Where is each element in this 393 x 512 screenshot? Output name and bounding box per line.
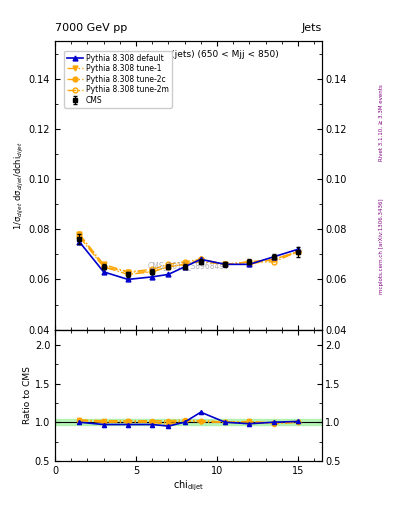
- Pythia 8.308 tune-2c: [166, 264, 171, 270]
- Pythia 8.308 tune-2m: [198, 256, 203, 262]
- Line: Pythia 8.308 tune-2c: Pythia 8.308 tune-2c: [77, 232, 300, 277]
- Pythia 8.308 tune-1: [150, 269, 154, 275]
- Pythia 8.308 default: [296, 246, 300, 252]
- Pythia 8.308 default: [101, 269, 106, 275]
- Pythia 8.308 tune-2c: [296, 249, 300, 255]
- Pythia 8.308 tune-1: [247, 259, 252, 265]
- Line: Pythia 8.308 default: Pythia 8.308 default: [77, 239, 300, 282]
- Pythia 8.308 tune-2c: [77, 231, 82, 237]
- Legend: Pythia 8.308 default, Pythia 8.308 tune-1, Pythia 8.308 tune-2c, Pythia 8.308 tu: Pythia 8.308 default, Pythia 8.308 tune-…: [64, 51, 171, 108]
- Text: Rivet 3.1.10, ≥ 3.3M events: Rivet 3.1.10, ≥ 3.3M events: [379, 84, 384, 161]
- Pythia 8.308 tune-1: [182, 261, 187, 267]
- Pythia 8.308 default: [77, 239, 82, 245]
- Pythia 8.308 tune-1: [125, 269, 130, 275]
- Pythia 8.308 default: [198, 256, 203, 262]
- Text: χ (jets) (650 < Mjj < 850): χ (jets) (650 < Mjj < 850): [163, 50, 279, 58]
- Pythia 8.308 tune-1: [198, 259, 203, 265]
- Pythia 8.308 tune-2m: [150, 266, 154, 272]
- Text: mcplots.cern.ch [arXiv:1306.3436]: mcplots.cern.ch [arXiv:1306.3436]: [379, 198, 384, 293]
- Pythia 8.308 tune-2c: [182, 261, 187, 267]
- Pythia 8.308 default: [150, 274, 154, 280]
- Pythia 8.308 tune-2m: [166, 261, 171, 267]
- Pythia 8.308 default: [223, 261, 228, 267]
- Pythia 8.308 tune-2m: [77, 233, 82, 240]
- X-axis label: chi$_{\rm dijet}$: chi$_{\rm dijet}$: [173, 478, 204, 493]
- Pythia 8.308 tune-2m: [271, 259, 276, 265]
- Text: Jets: Jets: [302, 23, 322, 33]
- Pythia 8.308 tune-2c: [223, 261, 228, 267]
- Pythia 8.308 default: [247, 261, 252, 267]
- Y-axis label: 1/σ$_{dijet}$ dσ$_{dijet}$/dchi$_{dijet}$: 1/σ$_{dijet}$ dσ$_{dijet}$/dchi$_{dijet}…: [13, 141, 26, 230]
- Text: CMS_2011_S8968497: CMS_2011_S8968497: [148, 262, 230, 271]
- Pythia 8.308 default: [125, 276, 130, 283]
- Bar: [55, 419, 322, 425]
- Pythia 8.308 tune-2m: [101, 264, 106, 270]
- Pythia 8.308 tune-2m: [223, 261, 228, 267]
- Line: Pythia 8.308 tune-1: Pythia 8.308 tune-1: [77, 232, 300, 274]
- Y-axis label: Ratio to CMS: Ratio to CMS: [23, 366, 32, 424]
- Pythia 8.308 tune-2m: [296, 249, 300, 255]
- Pythia 8.308 default: [166, 271, 171, 278]
- Pythia 8.308 tune-2m: [247, 259, 252, 265]
- Pythia 8.308 tune-2c: [247, 261, 252, 267]
- Pythia 8.308 tune-2c: [150, 269, 154, 275]
- Pythia 8.308 tune-2c: [271, 256, 276, 262]
- Pythia 8.308 default: [182, 264, 187, 270]
- Pythia 8.308 tune-2c: [101, 264, 106, 270]
- Pythia 8.308 tune-1: [101, 261, 106, 267]
- Text: 7000 GeV pp: 7000 GeV pp: [55, 23, 127, 33]
- Pythia 8.308 default: [271, 254, 276, 260]
- Pythia 8.308 tune-1: [271, 256, 276, 262]
- Pythia 8.308 tune-2m: [125, 269, 130, 275]
- Line: Pythia 8.308 tune-2m: Pythia 8.308 tune-2m: [77, 234, 300, 274]
- Pythia 8.308 tune-1: [223, 261, 228, 267]
- Pythia 8.308 tune-1: [77, 231, 82, 237]
- Pythia 8.308 tune-1: [296, 249, 300, 255]
- Pythia 8.308 tune-1: [166, 264, 171, 270]
- Pythia 8.308 tune-2c: [125, 271, 130, 278]
- Pythia 8.308 tune-2c: [198, 256, 203, 262]
- Pythia 8.308 tune-2m: [182, 259, 187, 265]
